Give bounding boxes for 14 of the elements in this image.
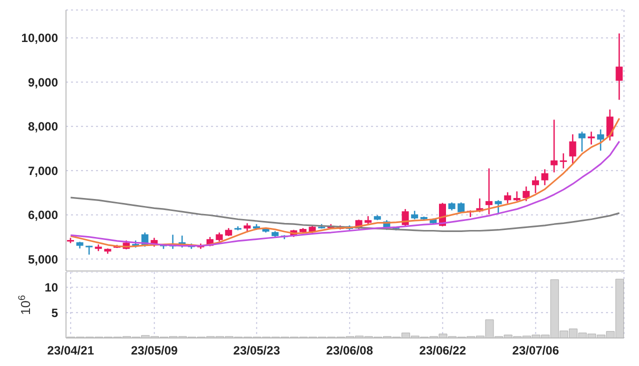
y-tick-label: 10,000 — [21, 31, 58, 46]
x-tick-label: 23/06/22 — [419, 344, 466, 358]
y-tick-label: 5 — [51, 306, 58, 320]
y-tick-label: 9,000 — [28, 75, 58, 90]
y-tick-label: 5,000 — [28, 252, 58, 266]
x-tick-label: 23/04/21 — [47, 344, 94, 358]
y-tick-label: 10 — [44, 280, 58, 294]
x-tick-label: 23/05/23 — [233, 344, 280, 358]
y-tick-label: 6,000 — [28, 208, 58, 222]
x-tick-label: 23/05/09 — [130, 344, 178, 358]
x-tick-label: 23/07/06 — [512, 344, 560, 358]
y-tick-label: 8,000 — [28, 120, 58, 134]
x-tick-label: 23/06/08 — [326, 344, 374, 358]
y-tick-label: 7,000 — [28, 164, 58, 178]
